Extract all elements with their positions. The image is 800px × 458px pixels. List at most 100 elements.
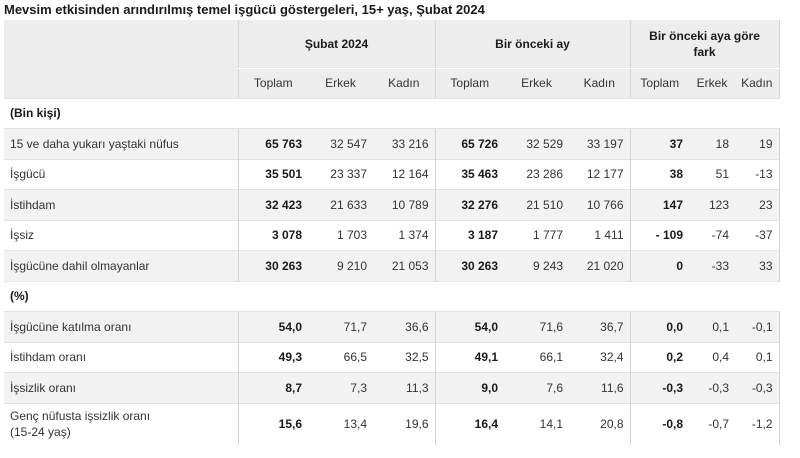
cell: 8,7: [237, 372, 308, 403]
col-header: Erkek: [504, 68, 570, 98]
table-row: İşgücüne dahil olmayanlar 30 263 9 210 2…: [4, 250, 780, 281]
cell: 7,6: [504, 372, 570, 403]
cell: 1 703: [308, 219, 373, 251]
cell: 30 263: [237, 250, 308, 281]
cell: 23: [735, 189, 780, 220]
cell: 14,1: [504, 402, 570, 445]
cell: 10 789: [373, 189, 436, 220]
col-header: Kadın: [569, 68, 631, 98]
row-label: 15 ve daha yukarı yaştaki nüfus: [4, 128, 238, 159]
cell: 10 766: [569, 189, 631, 220]
cell: 54,0: [434, 311, 505, 342]
col-header: Toplam: [434, 68, 505, 98]
cell: -0,3: [689, 372, 736, 403]
cell: 33 197: [569, 128, 631, 159]
cell: 36,7: [569, 311, 631, 342]
cell: 35 463: [434, 158, 505, 190]
cell: 19: [735, 128, 780, 159]
cell: 11,6: [569, 372, 631, 403]
row-label: İşgücü: [4, 158, 238, 190]
cell: -0,7: [689, 402, 736, 445]
cell: 21 510: [504, 189, 570, 220]
cell: 1 374: [373, 219, 436, 251]
col-header: Toplam: [237, 68, 308, 98]
cell: 1 411: [569, 219, 631, 251]
cell: 12 177: [569, 158, 631, 190]
col-header: Toplam: [629, 68, 690, 98]
cell: 21 020: [569, 250, 631, 281]
col-header: Kadın: [735, 68, 780, 98]
cell: -1,2: [735, 402, 780, 445]
cell: 71,6: [504, 311, 570, 342]
group-header-previous: Bir önceki ay: [434, 20, 631, 69]
table-row: İstihdam 32 423 21 633 10 789 32 276 21 …: [4, 189, 780, 220]
cell: - 109: [629, 219, 690, 251]
cell: 0,0: [629, 311, 690, 342]
cell: -13: [735, 158, 780, 190]
cell: 3 078: [237, 219, 308, 251]
cell: -0,3: [735, 372, 780, 403]
cell: 36,6: [373, 311, 436, 342]
table-row: İşgücü 35 501 23 337 12 164 35 463 23 28…: [4, 158, 780, 190]
table-row: İşgücüne katılma oranı 54,0 71,7 36,6 54…: [4, 311, 780, 342]
cell: -0,1: [735, 311, 780, 342]
cell: 15,6: [237, 402, 308, 445]
cell: -33: [689, 250, 736, 281]
table-row: 15 ve daha yukarı yaştaki nüfus 65 763 3…: [4, 128, 780, 159]
cell: 9 210: [308, 250, 373, 281]
cell: 3 187: [434, 219, 505, 251]
cell: 20,8: [569, 402, 631, 445]
section-label: (%): [4, 280, 780, 312]
section-row: (Bin kişi): [4, 97, 780, 129]
cell: 54,0: [237, 311, 308, 342]
row-label: Genç nüfusta işsizlik oranı (15-24 yaş): [4, 402, 238, 445]
row-label: İstihdam: [4, 189, 238, 220]
cell: 32,5: [373, 341, 436, 373]
cell: 11,3: [373, 372, 436, 403]
col-header: Erkek: [308, 68, 373, 98]
cell: 23 286: [504, 158, 570, 190]
cell: 37: [629, 128, 690, 159]
cell: 32 529: [504, 128, 570, 159]
cell: 33: [735, 250, 780, 281]
table-title: Mevsim etkisinden arındırılmış temel işg…: [4, 2, 485, 17]
cell: 49,3: [237, 341, 308, 373]
cell: 65 763: [237, 128, 308, 159]
section-label: (Bin kişi): [4, 97, 780, 129]
row-label: İstihdam oranı: [4, 341, 238, 373]
cell: 32 547: [308, 128, 373, 159]
table-row: İşsizlik oranı 8,7 7,3 11,3 9,0 7,6 11,6…: [4, 372, 780, 403]
row-label-header: [4, 20, 238, 98]
table-row: İşsiz 3 078 1 703 1 374 3 187 1 777 1 41…: [4, 219, 780, 251]
cell: 32,4: [569, 341, 631, 373]
cell: 19,6: [373, 402, 436, 445]
row-label: İşsiz: [4, 219, 238, 251]
cell: 71,7: [308, 311, 373, 342]
cell: -0,8: [629, 402, 690, 445]
col-header: Kadın: [373, 68, 436, 98]
cell: -37: [735, 219, 780, 251]
labour-indicators-table: Şubat 2024 Bir önceki ay Bir önceki aya …: [4, 20, 780, 445]
group-header-difference-text: Bir önceki aya göre fark: [649, 28, 760, 59]
cell: 16,4: [434, 402, 505, 445]
cell: 32 276: [434, 189, 505, 220]
cell: 0: [629, 250, 690, 281]
cell: 32 423: [237, 189, 308, 220]
row-label-line: (15-24 yaş): [10, 425, 71, 440]
cell: 9 243: [504, 250, 570, 281]
row-label: İşgücüne katılma oranı: [4, 311, 238, 342]
cell: 21 633: [308, 189, 373, 220]
cell: 38: [629, 158, 690, 190]
row-label: İşsizlik oranı: [4, 372, 238, 403]
cell: 12 164: [373, 158, 436, 190]
cell: 18: [689, 128, 736, 159]
cell: 1 777: [504, 219, 570, 251]
cell: -0,3: [629, 372, 690, 403]
group-header-difference: Bir önceki aya göre fark: [629, 20, 780, 69]
cell: 0,1: [735, 341, 780, 373]
cell: 51: [689, 158, 736, 190]
cell: 0,4: [689, 341, 736, 373]
cell: -74: [689, 219, 736, 251]
cell: 0,1: [689, 311, 736, 342]
table-row: Genç nüfusta işsizlik oranı (15-24 yaş) 1…: [4, 402, 780, 445]
